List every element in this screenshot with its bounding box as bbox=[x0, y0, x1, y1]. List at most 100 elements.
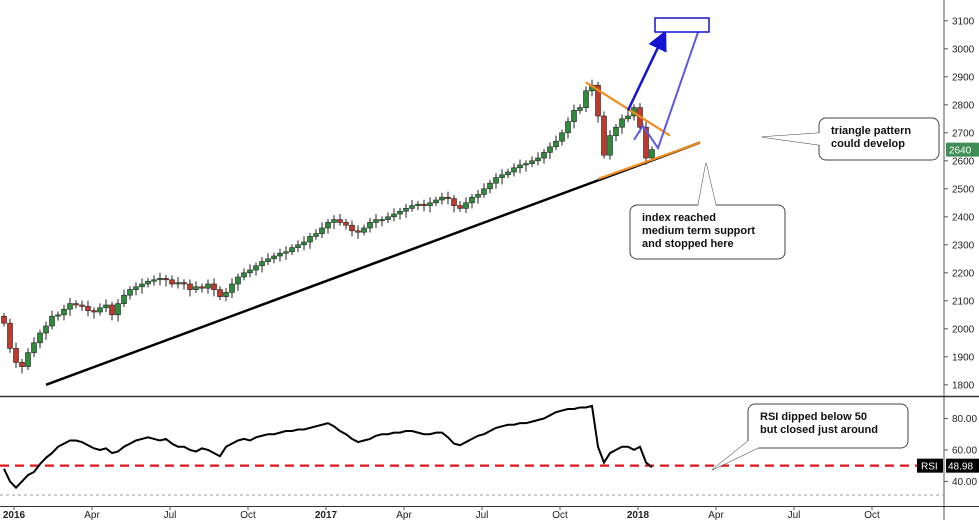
candle bbox=[493, 173, 499, 189]
candle bbox=[307, 233, 313, 249]
candle bbox=[607, 130, 613, 160]
candle bbox=[541, 149, 547, 164]
candle bbox=[151, 275, 157, 286]
candle-body bbox=[193, 286, 199, 290]
candle-body bbox=[307, 236, 313, 243]
candle bbox=[211, 278, 217, 297]
candle-body bbox=[463, 202, 469, 209]
candle bbox=[259, 257, 265, 273]
candle-body bbox=[427, 202, 433, 206]
support-trendline bbox=[45, 141, 701, 386]
candle-body bbox=[361, 227, 367, 233]
candle-body bbox=[325, 222, 331, 229]
candle-body bbox=[7, 322, 13, 349]
rsi-tick-label: 80.00 bbox=[952, 414, 977, 425]
candle-body bbox=[295, 244, 301, 248]
candle-body bbox=[55, 314, 61, 317]
price-tick-label: 1800 bbox=[952, 380, 975, 391]
candle bbox=[91, 307, 97, 319]
candle bbox=[13, 342, 19, 368]
candle bbox=[175, 277, 181, 289]
candle-body bbox=[451, 198, 457, 206]
candle-body bbox=[601, 115, 607, 156]
time-tick-label: 2016 bbox=[3, 510, 26, 520]
candle bbox=[427, 197, 433, 213]
candle bbox=[223, 287, 229, 302]
candle-body bbox=[235, 276, 241, 285]
candle-body bbox=[187, 283, 193, 290]
candle-body bbox=[391, 213, 397, 218]
candle-body bbox=[475, 194, 481, 198]
candle-body bbox=[445, 196, 451, 199]
candle bbox=[187, 279, 193, 297]
candle bbox=[31, 337, 37, 358]
candle bbox=[313, 229, 319, 240]
support-callout-text: index reached bbox=[642, 212, 716, 224]
rsi-value-badge: 48.98 bbox=[946, 458, 979, 473]
candle bbox=[487, 179, 493, 194]
candle-body bbox=[487, 182, 493, 190]
candle bbox=[121, 289, 127, 307]
candle-body bbox=[373, 219, 379, 223]
candle-body bbox=[229, 283, 235, 293]
rsi-line bbox=[3, 404, 653, 490]
candle bbox=[577, 104, 583, 114]
candle-body bbox=[313, 233, 319, 237]
candle-body bbox=[85, 306, 91, 311]
candle bbox=[181, 279, 187, 290]
candle-body bbox=[271, 255, 277, 260]
candle-body bbox=[49, 315, 55, 327]
candle-body bbox=[505, 171, 511, 176]
candle bbox=[361, 224, 367, 236]
candle-body bbox=[577, 107, 583, 111]
candle bbox=[19, 359, 25, 374]
candle bbox=[583, 86, 589, 113]
candle bbox=[619, 114, 625, 134]
candle bbox=[613, 123, 619, 142]
rsi-value-badge-bg bbox=[946, 458, 979, 473]
candle-body bbox=[403, 208, 409, 212]
candle-body bbox=[469, 196, 475, 204]
candle-body bbox=[457, 205, 463, 209]
candle bbox=[565, 117, 571, 139]
time-tick-label: Jul bbox=[476, 510, 489, 520]
candle bbox=[385, 212, 391, 223]
candle-body bbox=[499, 174, 505, 178]
price-axis-ticks: 1800 1900 2000 2100 2200 2300 2400 2500 2600 2700… bbox=[944, 16, 975, 391]
candle-body bbox=[79, 304, 85, 307]
candle-body bbox=[211, 283, 217, 290]
candle bbox=[79, 300, 85, 311]
rsi-name-badge-bg bbox=[917, 458, 943, 473]
candle-body bbox=[121, 294, 127, 304]
candle-body bbox=[205, 283, 211, 289]
candle-body bbox=[529, 160, 535, 164]
candle bbox=[301, 236, 307, 251]
candle bbox=[457, 201, 463, 212]
candle-body bbox=[43, 325, 49, 334]
rsi-name-badge: RSI bbox=[917, 458, 943, 473]
candle-body bbox=[337, 219, 343, 223]
candle-body bbox=[259, 261, 265, 267]
price-tick-label: 2400 bbox=[952, 212, 975, 223]
last-price-badge: 2640 bbox=[946, 142, 979, 157]
candle-body bbox=[169, 279, 175, 285]
rsi-callout-text: but closed just around bbox=[760, 424, 878, 436]
candle-body bbox=[265, 258, 271, 262]
candle bbox=[367, 217, 373, 233]
price-tick-label: 2700 bbox=[952, 128, 975, 139]
candle bbox=[115, 299, 121, 322]
candle bbox=[547, 142, 553, 160]
candle-body bbox=[163, 278, 169, 281]
rsi-callout-pointer-fill bbox=[712, 438, 762, 470]
candle-body bbox=[367, 222, 373, 229]
candle bbox=[535, 152, 541, 166]
support-callout-text: and stopped here bbox=[642, 238, 734, 250]
candle bbox=[595, 81, 601, 123]
candle-body bbox=[343, 222, 349, 226]
candle bbox=[529, 156, 535, 167]
price-tick-label: 2300 bbox=[952, 240, 975, 251]
candle bbox=[349, 220, 355, 237]
candle-body bbox=[355, 230, 361, 233]
